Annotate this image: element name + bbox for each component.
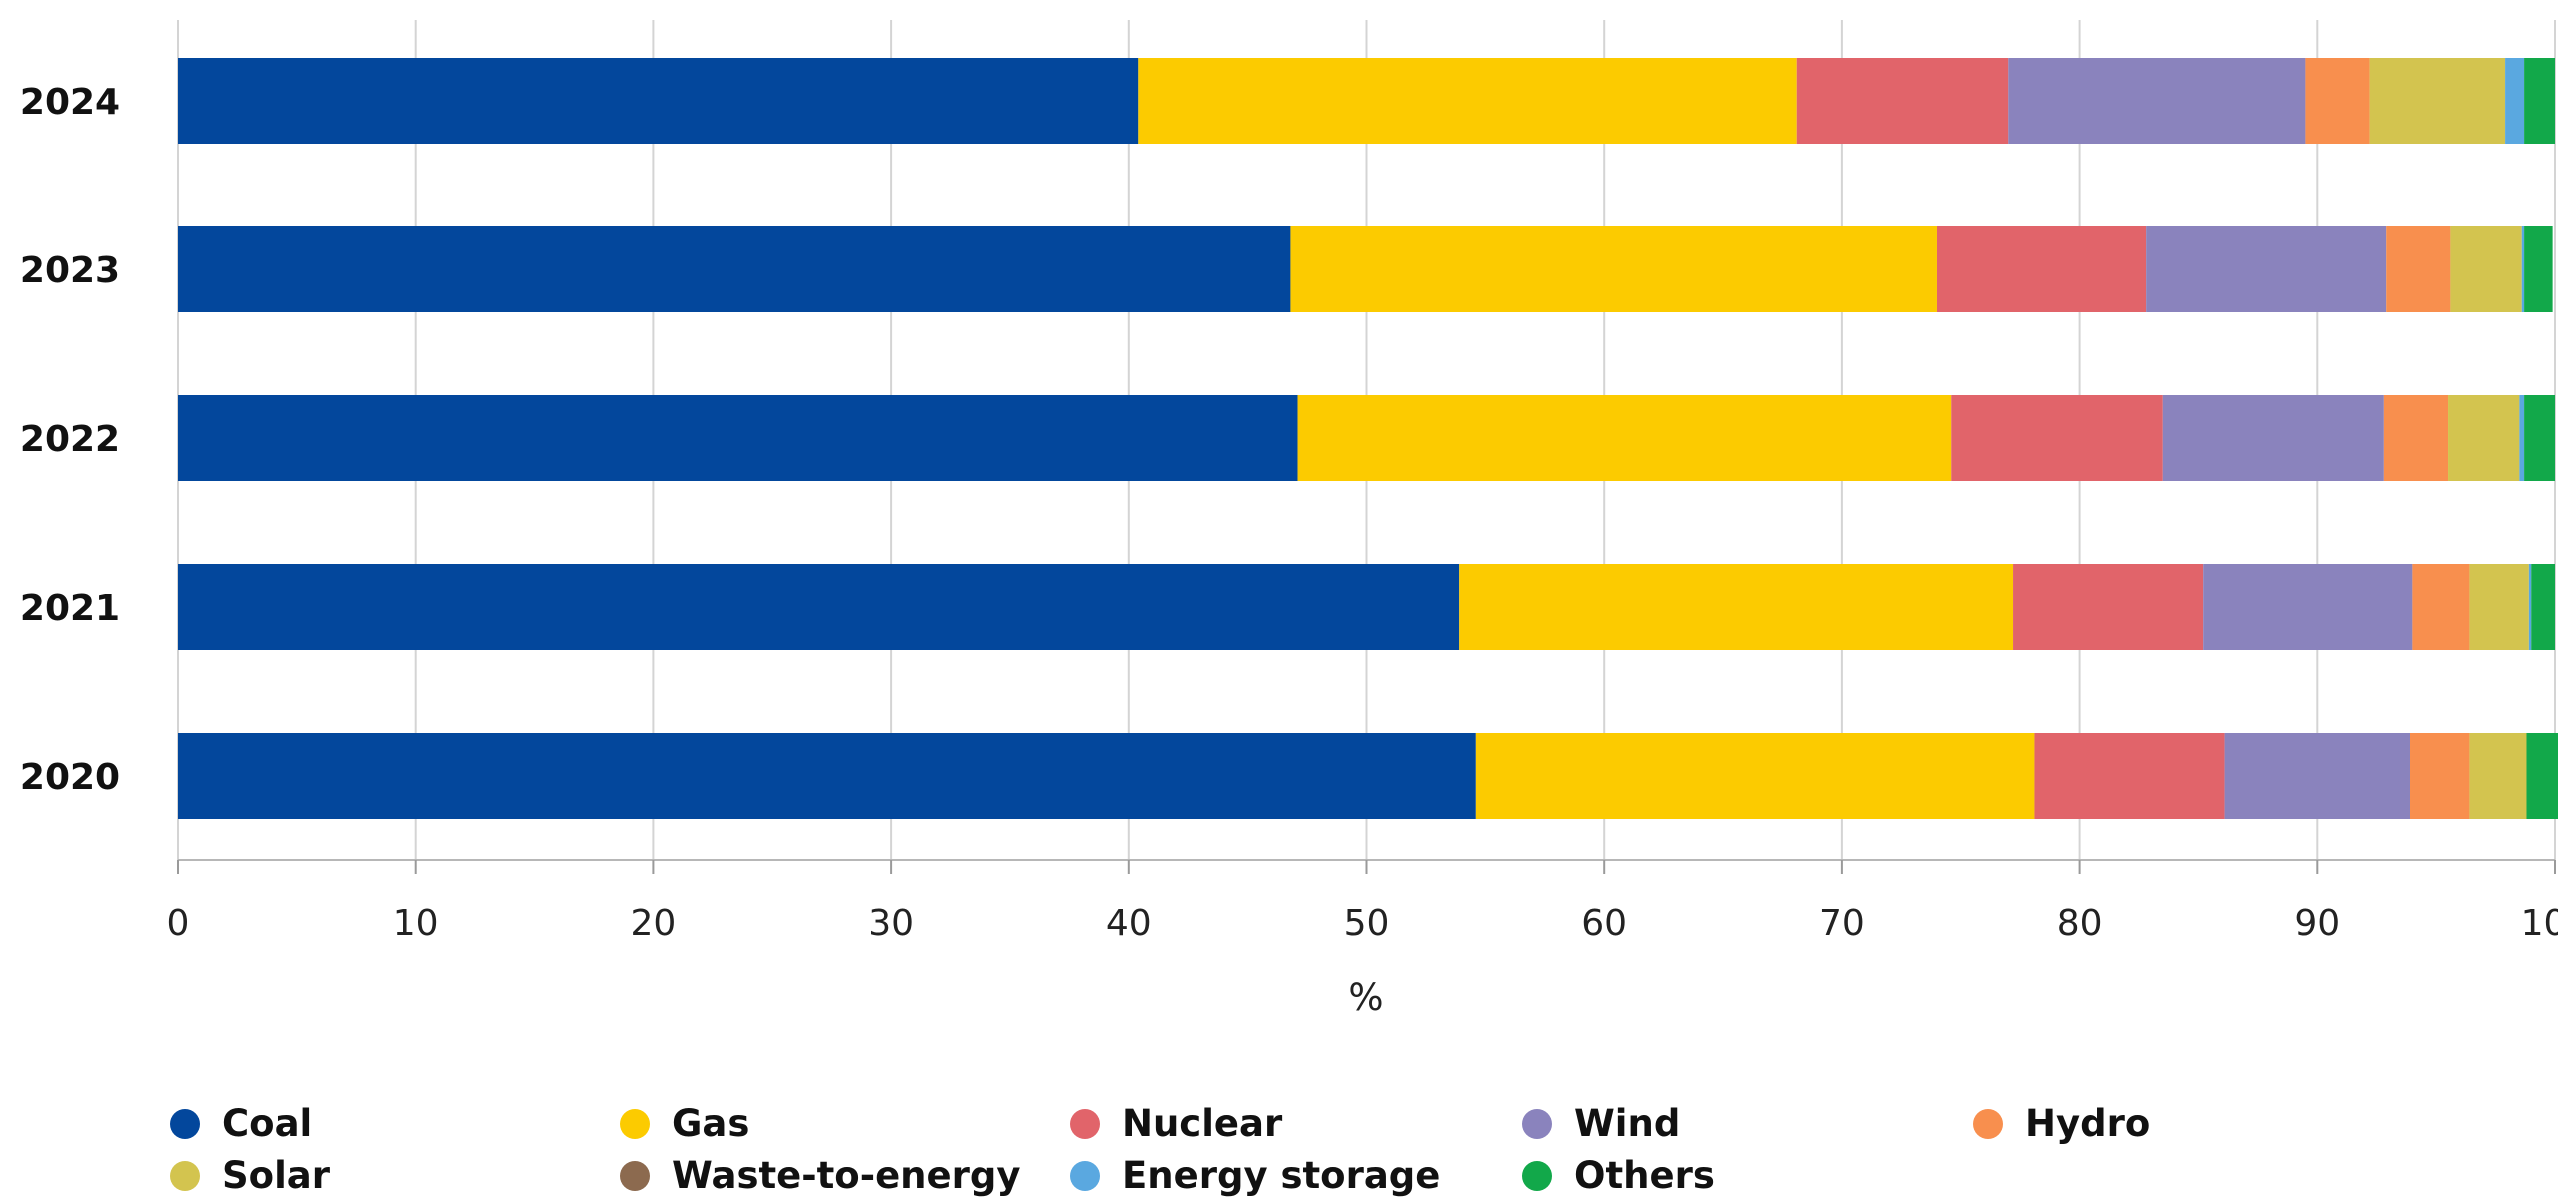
bar-2024-gas: [1138, 58, 1797, 144]
x-tick-label-40: 40: [1106, 903, 1152, 944]
x-tick-label-90: 90: [2294, 903, 2340, 944]
legend-swatch-solar: [170, 1161, 200, 1191]
legend-label: Waste-to-energy: [672, 1154, 1021, 1197]
bar-2021-nuclear: [2013, 564, 2204, 650]
bar-2024-solar: [2369, 58, 2506, 144]
legend-swatch-hydro: [1973, 1109, 2003, 1139]
bar-2024-energy-storage: [2505, 58, 2525, 144]
bar-2020-hydro: [2410, 733, 2470, 819]
bar-2023-nuclear: [1936, 226, 2147, 312]
bar-2020-nuclear: [2034, 733, 2225, 819]
bar-2020-gas: [1475, 733, 2035, 819]
legend-item-coal: Coal: [170, 1100, 312, 1148]
bar-2023-solar: [2450, 226, 2522, 312]
legend-item-energy-storage: Energy storage: [1070, 1152, 1440, 1200]
x-tick-label-60: 60: [1581, 903, 1627, 944]
bar-2020-others: [2526, 733, 2558, 819]
legend-item-waste-to-energy: Waste-to-energy: [620, 1152, 1020, 1200]
y-tick-label-2023: 2023: [20, 250, 120, 291]
bar-2024-others: [2524, 58, 2555, 144]
bar-2021-wind: [2203, 564, 2413, 650]
legend-item-wind: Wind: [1522, 1100, 1680, 1148]
y-tick-label-2022: 2022: [20, 419, 120, 460]
bar-2023-energy-storage: [2521, 226, 2525, 312]
legend-swatch-coal: [170, 1109, 200, 1139]
x-axis-ticks: 0 10 20 30 40 50 60 70 80 90 100: [167, 860, 2558, 944]
bar-2024-wind: [2008, 58, 2306, 144]
legend-label: Wind: [1574, 1102, 1681, 1145]
bar-2023-coal: [178, 226, 1291, 312]
bar-2021-hydro: [2412, 564, 2470, 650]
bar-2021-energy-storage: [2528, 564, 2532, 650]
y-tick-label-2020: 2020: [20, 757, 120, 798]
bar-2024-hydro: [2305, 58, 2370, 144]
legend-swatch-waste-to-energy: [620, 1161, 650, 1191]
legend-swatch-energy-storage: [1070, 1161, 1100, 1191]
y-axis-labels: 2024 2023 2022 2021 2020: [20, 82, 120, 798]
bar-2021-solar: [2469, 564, 2529, 650]
bar-2023-wind: [2146, 226, 2387, 312]
x-tick-label-100: 100: [2521, 903, 2558, 944]
bar-2022-nuclear: [1951, 395, 2163, 481]
legend-item-hydro: Hydro: [1973, 1100, 2150, 1148]
legend-label: Coal: [222, 1102, 313, 1145]
bar-2022-wind: [2162, 395, 2384, 481]
x-tick-label-70: 70: [1819, 903, 1865, 944]
legend-item-solar: Solar: [170, 1152, 330, 1200]
x-tick-label-30: 30: [868, 903, 914, 944]
bar-2022-gas: [1297, 395, 1952, 481]
legend-item-nuclear: Nuclear: [1070, 1100, 1282, 1148]
bar-2023-hydro: [2386, 226, 2451, 312]
bar-series-group: [178, 58, 2558, 819]
bar-2021-gas: [1459, 564, 2014, 650]
legend-label: Energy storage: [1122, 1154, 1441, 1197]
legend-label: Hydro: [2025, 1102, 2151, 1145]
legend-swatch-gas: [620, 1109, 650, 1139]
bar-2020-solar: [2469, 733, 2527, 819]
legend-label: Solar: [222, 1154, 330, 1197]
y-tick-label-2024: 2024: [20, 82, 120, 123]
x-axis-label: %: [1348, 976, 1383, 1019]
x-tick-label-0: 0: [167, 903, 190, 944]
legend-label: Others: [1574, 1154, 1715, 1197]
bar-2024-coal: [178, 58, 1139, 144]
bar-2023-others: [2524, 226, 2553, 312]
bar-2022-others: [2524, 395, 2555, 481]
x-tick-label-20: 20: [630, 903, 676, 944]
chart-legend: Coal Gas Nuclear Wind Hydro Solar Waste-to-ene…: [170, 1100, 2370, 1200]
x-tick-label-10: 10: [393, 903, 439, 944]
legend-item-others: Others: [1522, 1152, 1715, 1200]
legend-label: Gas: [672, 1102, 750, 1145]
bar-2022-coal: [178, 395, 1298, 481]
bar-2022-solar: [2448, 395, 2520, 481]
bar-2022-hydro: [2383, 395, 2449, 481]
bar-2023-gas: [1290, 226, 1937, 312]
x-tick-label-50: 50: [1344, 903, 1390, 944]
legend-swatch-others: [1522, 1161, 1552, 1191]
legend-item-gas: Gas: [620, 1100, 749, 1148]
bar-2020-wind: [2224, 733, 2411, 819]
bar-2021-others: [2531, 564, 2555, 650]
x-tick-label-80: 80: [2057, 903, 2103, 944]
legend-swatch-wind: [1522, 1109, 1552, 1139]
legend-label: Nuclear: [1122, 1102, 1283, 1145]
legend-swatch-nuclear: [1070, 1109, 1100, 1139]
bar-2020-coal: [178, 733, 1476, 819]
bar-2022-energy-storage: [2519, 395, 2525, 481]
bar-2021-coal: [178, 564, 1460, 650]
bar-2024-nuclear: [1796, 58, 2009, 144]
y-tick-label-2021: 2021: [20, 588, 120, 629]
